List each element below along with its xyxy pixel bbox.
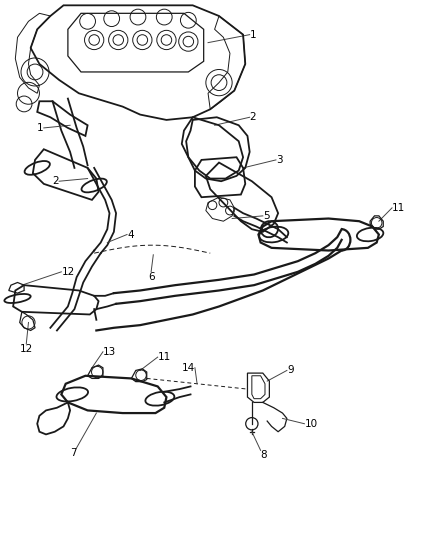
Text: 2: 2 [250, 112, 256, 122]
Text: 3: 3 [276, 155, 283, 165]
Text: 1: 1 [37, 123, 44, 133]
Text: 4: 4 [127, 230, 134, 239]
Text: 7: 7 [70, 448, 77, 458]
Text: 13: 13 [103, 347, 116, 357]
Text: 9: 9 [287, 366, 293, 375]
Text: 11: 11 [392, 203, 405, 213]
Text: 12: 12 [61, 267, 74, 277]
Text: 12: 12 [20, 344, 33, 354]
Text: 10: 10 [304, 419, 318, 429]
Text: 5: 5 [263, 211, 269, 221]
Text: 2: 2 [53, 176, 59, 186]
Text: 8: 8 [261, 450, 267, 461]
Text: 11: 11 [158, 352, 171, 362]
Text: 6: 6 [148, 272, 155, 282]
Text: 1: 1 [250, 30, 256, 39]
Text: 14: 14 [182, 363, 195, 373]
